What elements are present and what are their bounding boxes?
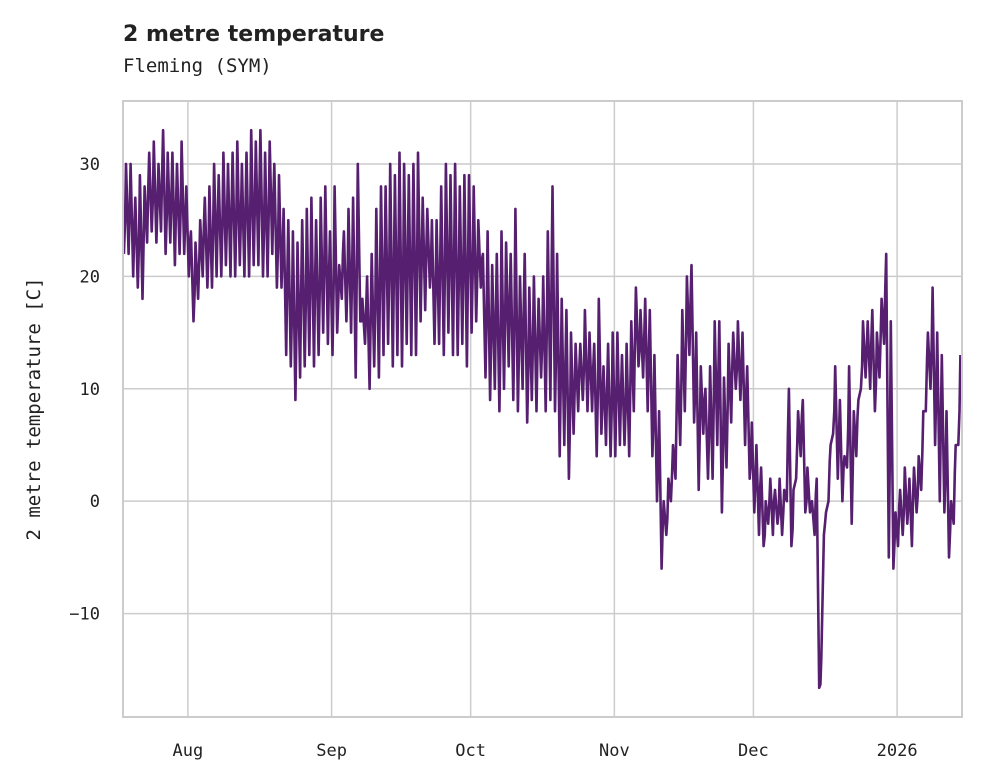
y-tick-label: 30: [80, 155, 100, 175]
chart-title: 2 metre temperature: [123, 22, 384, 47]
y-tick-label: 10: [80, 380, 100, 400]
x-tick-label: 2026: [877, 741, 918, 761]
series-group: [122, 128, 962, 690]
y-tick-label: 0: [90, 492, 100, 512]
x-tick-label: Nov: [599, 741, 630, 761]
y-axis-label: 2 metre temperature [C]: [23, 277, 45, 540]
chart-subtitle: Fleming (SYM): [123, 55, 272, 77]
x-axis: Aug Sep Oct Nov Dec 2026: [173, 741, 918, 761]
series-line: [122, 128, 962, 690]
x-tick-label: Sep: [316, 741, 347, 761]
x-tick-label: Oct: [455, 741, 486, 761]
x-tick-label: Aug: [173, 741, 204, 761]
y-tick-label: −10: [69, 605, 100, 625]
x-tick-label: Dec: [738, 741, 769, 761]
y-tick-label: 20: [80, 267, 100, 287]
y-axis: 30 20 10 0 −10: [69, 155, 100, 625]
plot-frame: [122, 100, 963, 718]
